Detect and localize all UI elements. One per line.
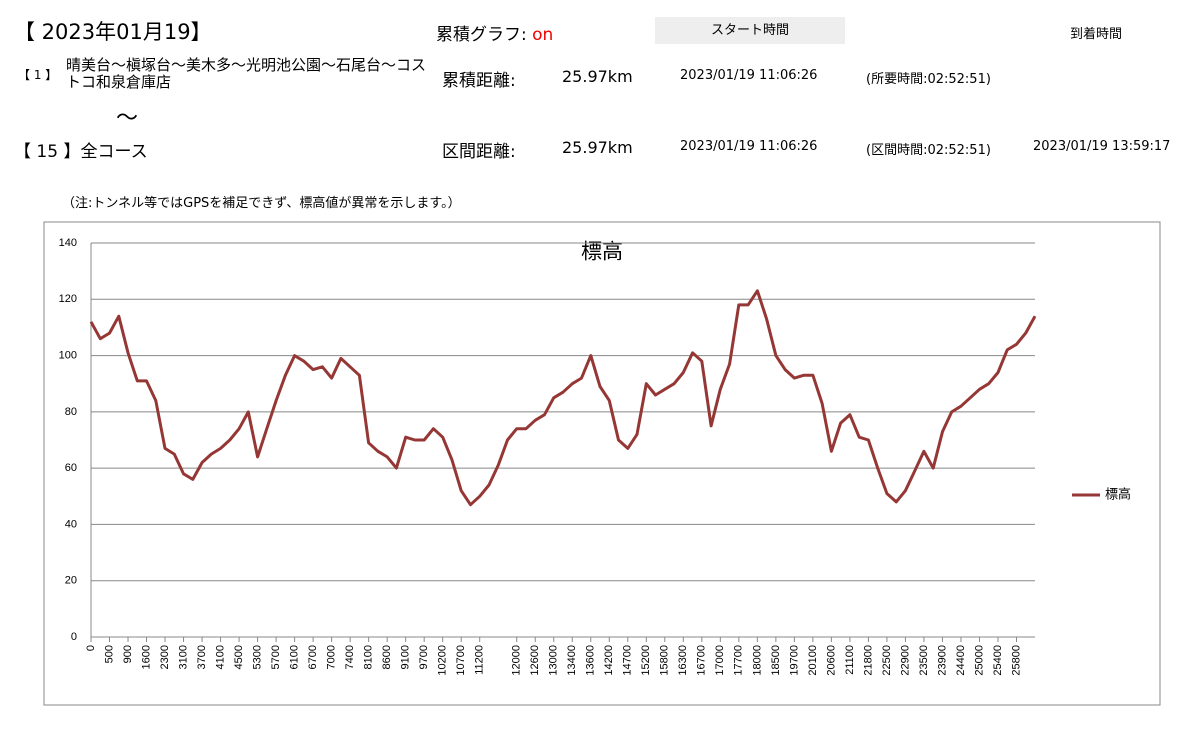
x-tick-label: 0 [85,645,97,651]
legend-label: 標高 [1105,486,1131,501]
y-tick-label: 100 [59,349,77,361]
x-tick-label: 11200 [474,645,486,675]
x-tick-label: 8100 [363,645,375,669]
x-tick-label: 14700 [622,645,634,676]
date-title: 【 2023年01月19】 [14,20,212,44]
row-label: 累積距離: [442,71,516,91]
x-tick-label: 2300 [159,645,171,669]
route-start-no: 【 1 】 [18,68,58,82]
x-tick-label: 5300 [251,645,263,669]
x-tick-label: 9700 [418,645,430,669]
x-tick-label: 12000 [511,645,523,676]
y-tick-label: 80 [65,406,77,418]
x-tick-label: 12600 [529,645,541,676]
x-tick-label: 21800 [862,645,874,676]
x-tick-label: 14200 [603,645,615,676]
y-tick-label: 40 [65,518,77,530]
x-tick-label: 15800 [659,645,671,676]
y-tick-label: 140 [59,237,77,249]
x-tick-label: 6700 [307,645,319,669]
y-tick-label: 20 [65,575,77,587]
chart-frame [43,221,1161,706]
x-tick-label: 22500 [881,645,893,676]
x-tick-label: 18500 [770,645,782,676]
x-tick-label: 10200 [437,645,449,676]
x-tick-label: 1600 [140,645,152,669]
x-tick-label: 15200 [640,645,652,676]
elevation-line [89,289,1037,507]
x-tick-label: 25800 [1010,645,1022,676]
x-tick-label: 7000 [326,645,338,669]
route-start: 晴美台～槇塚台～美木多～光明池公園～石尾台～コストコ和泉倉庫店 [66,56,427,91]
x-tick-label: 13000 [548,645,560,676]
x-tick-label: 3700 [196,645,208,669]
start-time: 2023/01/19 11:06:26 [680,68,818,83]
x-tick-label: 23900 [936,645,948,676]
x-tick-label: 22900 [899,645,911,676]
start-time: 2023/01/19 11:06:26 [680,139,818,154]
x-tick-label: 10700 [455,645,467,676]
route-end: 【 15 】全コース [14,142,148,162]
distance: 25.97km [562,138,633,157]
x-tick-label: 24400 [955,645,967,676]
x-tick-label: 18000 [751,645,763,676]
duration: (区間時間:02:52:51) [866,143,991,158]
x-tick-label: 6100 [289,645,301,669]
x-tick-label: 4100 [214,645,226,669]
x-tick-label: 20100 [807,645,819,676]
x-tick-label: 16300 [677,645,689,676]
x-tick-label: 23500 [918,645,930,676]
x-tick-label: 21100 [844,645,856,675]
arrival-header: 到着時間 [1070,27,1123,42]
chart-title: 標高 [581,241,623,264]
y-tick-label: 60 [65,462,77,474]
x-tick-label: 17700 [733,645,745,676]
x-tick-label: 5700 [270,645,282,669]
x-tick-label: 8600 [381,645,393,669]
x-tick-label: 25000 [973,645,985,676]
duration: (所要時間:02:52:51) [866,72,991,87]
x-tick-label: 19700 [788,645,800,676]
x-tick-label: 3100 [177,645,189,669]
graph-toggle-label: 累積グラフ: on [436,20,553,45]
toggle-value[interactable]: on [532,25,554,45]
x-tick-label: 9100 [400,645,412,669]
x-tick-label: 25400 [992,645,1004,676]
x-tick-label: 13600 [585,645,597,676]
start-header: スタート時間 [655,17,845,44]
x-tick-label: 16700 [696,645,708,676]
note: （注:トンネル等ではGPSを補足できず、標高値が異常を示します。） [62,196,461,211]
arrival-time: 2023/01/19 13:59:17 [1033,139,1171,154]
x-tick-label: 7400 [344,645,356,669]
y-tick-label: 120 [59,293,77,305]
row-label: 区間距離: [442,142,516,162]
distance: 25.97km [562,67,633,86]
y-tick-label: 0 [71,631,77,643]
label: 累積グラフ: [436,25,527,45]
x-tick-label: 17000 [714,645,726,676]
x-tick-label: 500 [103,645,115,663]
x-tick-label: 4500 [233,645,245,669]
tilde: ～ [116,106,139,131]
x-tick-label: 900 [122,645,134,663]
x-tick-label: 20600 [825,645,837,676]
x-tick-label: 13400 [566,645,578,676]
